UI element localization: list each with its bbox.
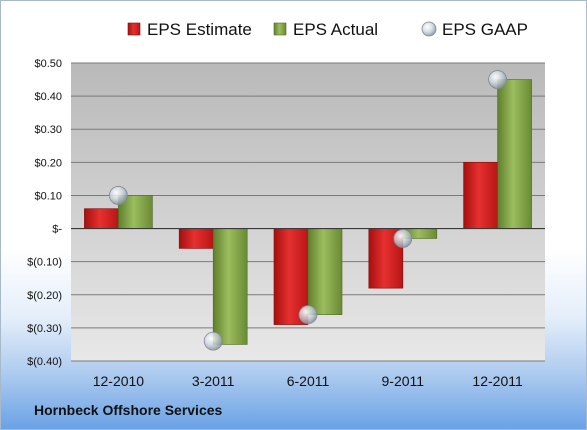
legend-label: EPS GAAP xyxy=(442,20,528,39)
eps-estimate-bar xyxy=(463,162,498,229)
y-tick-label: $(0.20) xyxy=(27,290,62,302)
x-tick-label: 12-2011 xyxy=(472,373,523,389)
y-tick-label: $(0.10) xyxy=(27,257,62,269)
x-tick-label: 9-2011 xyxy=(382,373,425,389)
eps-actual-bar xyxy=(212,228,248,345)
eps-gaap-marker xyxy=(393,229,413,248)
x-tick-label: 3-2011 xyxy=(192,373,235,389)
x-tick-label: 6-2011 xyxy=(287,373,330,389)
eps-estimate-bar xyxy=(84,208,119,229)
y-tick-label: $(0.40) xyxy=(27,356,62,368)
y-tick-label: $0.30 xyxy=(34,124,62,136)
y-tick-label: $(0.30) xyxy=(27,323,62,335)
legend-swatch xyxy=(127,22,141,36)
eps-gaap-marker xyxy=(298,305,318,325)
x-tick-label: 12-2010 xyxy=(93,373,145,389)
legend-label: EPS Estimate xyxy=(147,20,252,39)
y-tick-label: $0.20 xyxy=(34,157,62,169)
eps-gaap-marker xyxy=(109,186,128,205)
y-tick-label: $- xyxy=(52,224,62,236)
eps-gaap-marker xyxy=(488,70,508,89)
eps-actual-bar xyxy=(497,79,532,229)
legend-swatch xyxy=(421,21,437,37)
legend-swatch xyxy=(273,22,287,36)
y-tick-label: $0.50 xyxy=(34,58,62,70)
company-name: Hornbeck Offshore Services xyxy=(34,402,223,418)
eps-chart: $0.50 $0.40 $0.30 $0.20 $0.10 $- $(0.10) $(0.20… xyxy=(27,20,545,389)
y-tick-label: $0.40 xyxy=(34,91,62,103)
eps-estimate-bar xyxy=(178,228,214,249)
eps-gaap-marker xyxy=(203,331,223,351)
y-tick-label: $0.10 xyxy=(34,190,62,202)
eps-actual-bar xyxy=(307,228,343,315)
legend-label: EPS Actual xyxy=(293,20,378,39)
